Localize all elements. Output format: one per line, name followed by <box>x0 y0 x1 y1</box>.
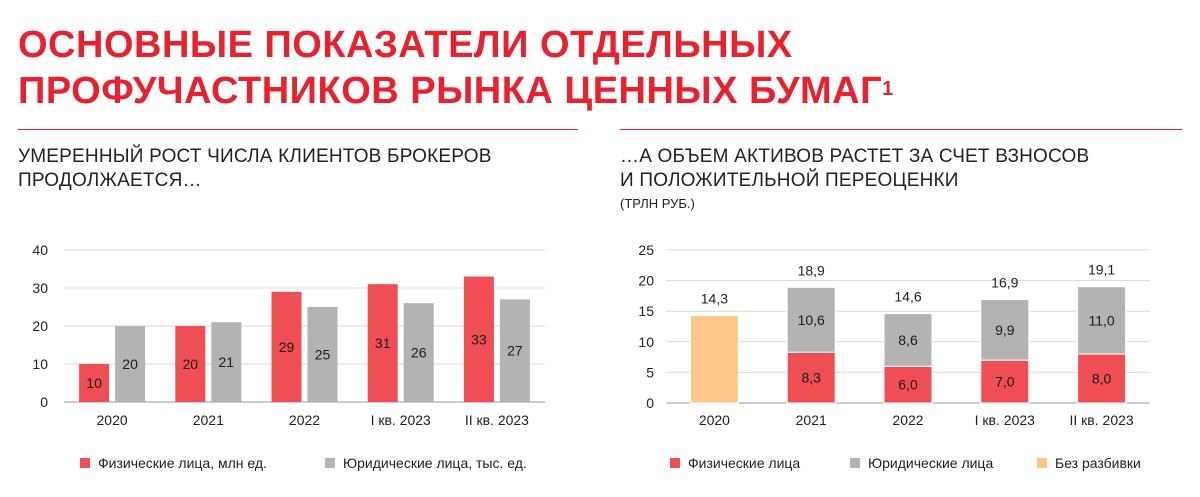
y-tick-label: 0 <box>40 394 48 410</box>
segment-data-label: 8,3 <box>801 370 821 386</box>
segment-data-label: 10,6 <box>798 312 825 328</box>
x-tick-label: 2022 <box>892 412 923 428</box>
right-subtitle: …А ОБЪЕМ АКТИВОВ РАСТЕТ ЗА СЧЕТ ВЗНОСОВ И… <box>620 145 1089 193</box>
y-tick-label: 10 <box>638 334 654 350</box>
segment-data-label: 8,0 <box>1092 371 1112 387</box>
x-tick-label: 2020 <box>97 412 128 428</box>
segment-data-label: 7,0 <box>995 374 1015 390</box>
bar-data-label: 21 <box>219 354 235 370</box>
legend-swatch-orange <box>1037 458 1047 468</box>
bar-data-label: 29 <box>279 339 295 355</box>
y-tick-label: 20 <box>32 318 48 334</box>
x-tick-label: I кв. 2023 <box>975 412 1035 428</box>
bar-data-label: 20 <box>183 356 199 372</box>
bar-data-label: 20 <box>122 356 138 372</box>
title-line-1: ОСНОВНЫЕ ПОКАЗАТЕЛИ ОТДЕЛЬНЫХ <box>18 24 793 66</box>
left-subtitle: УМЕРЕННЫЙ РОСТ ЧИСЛА КЛИЕНТОВ БРОКЕРОВ ПР… <box>18 145 492 193</box>
legend-label: Юридические лица <box>868 455 994 471</box>
left-legend-item-entities: Юридические лица, тыс. ед. <box>325 455 527 471</box>
bar-segment <box>1077 286 1127 355</box>
left-legend-item-individuals: Физические лица, млн ед. <box>80 455 267 471</box>
right-subtitle-line-2: И ПОЛОЖИТЕЛЬНОЙ ПЕРЕОЦЕНКИ <box>620 170 959 191</box>
bar-data-label: 33 <box>471 331 487 347</box>
bar <box>307 307 338 402</box>
bar-segment <box>980 299 1030 361</box>
legend-swatch-red <box>670 458 680 468</box>
title-footnote: 1 <box>882 78 894 100</box>
y-tick-label: 40 <box>32 242 48 258</box>
x-tick-label: 2021 <box>796 412 827 428</box>
right-subtitle-line-1: …А ОБЪЕМ АКТИВОВ РАСТЕТ ЗА СЧЕТ ВЗНОСОВ <box>620 146 1090 167</box>
y-tick-label: 5 <box>646 364 654 380</box>
legend-label: Физические лица <box>688 455 801 471</box>
total-data-label: 16,9 <box>991 275 1018 291</box>
total-data-label: 14,6 <box>894 289 921 305</box>
x-tick-label: II кв. 2023 <box>465 412 529 428</box>
y-tick-label: 25 <box>638 242 654 258</box>
y-tick-label: 20 <box>638 273 654 289</box>
bar-data-label: 25 <box>315 347 331 363</box>
title-line-2: ПРОФУЧАСТНИКОВ РЫНКА ЦЕННЫХ БУМАГ <box>18 70 883 112</box>
bar-data-label: 10 <box>86 375 102 391</box>
x-tick-label: 2021 <box>193 412 224 428</box>
bar-segment <box>689 314 739 404</box>
legend-swatch-gray <box>325 458 335 468</box>
total-data-label: 18,9 <box>798 262 825 278</box>
right-legend-item-unsplit: Без разбивки <box>1037 455 1141 471</box>
bar <box>115 326 146 402</box>
left-subtitle-line-2: ПРОДОЛЖАЕТСЯ… <box>18 170 202 191</box>
bar-segment <box>786 351 836 404</box>
legend-label: Физические лица, млн ед. <box>98 455 267 471</box>
y-tick-label: 10 <box>32 356 48 372</box>
legend-swatch-gray <box>850 458 860 468</box>
bar <box>211 322 242 402</box>
bar <box>499 299 530 402</box>
bar <box>367 284 398 402</box>
segment-data-label: 11,0 <box>1088 312 1114 328</box>
x-tick-label: II кв. 2023 <box>1070 412 1134 428</box>
left-subtitle-line-1: УМЕРЕННЫЙ РОСТ ЧИСЛА КЛИЕНТОВ БРОКЕРОВ <box>18 146 492 167</box>
right-divider <box>620 129 1182 130</box>
bar-segment <box>1077 353 1127 404</box>
bar <box>79 364 110 402</box>
bar-segment <box>980 359 1030 404</box>
right-legend-item-entities: Юридические лица <box>850 455 993 471</box>
right-unit-label: (ТРЛН РУБ.) <box>620 196 695 211</box>
bar <box>403 303 434 402</box>
y-tick-label: 15 <box>638 303 654 319</box>
legend-label: Без разбивки <box>1055 455 1141 471</box>
left-divider <box>18 129 578 130</box>
bar-data-label: 27 <box>507 343 523 359</box>
total-data-label: 19,1 <box>1088 262 1115 278</box>
right-legend-item-individuals: Физические лица <box>670 455 800 471</box>
bar-data-label: 26 <box>411 345 427 361</box>
segment-data-label: 6,0 <box>898 377 918 393</box>
legend-swatch-red <box>80 458 90 468</box>
bar-data-label: 31 <box>375 335 391 351</box>
bar-segment <box>786 286 836 353</box>
y-tick-label: 0 <box>646 395 654 411</box>
bar <box>271 291 302 402</box>
bar-segment <box>883 313 933 367</box>
bar-segment <box>883 365 933 404</box>
bar <box>463 276 494 402</box>
x-tick-label: I кв. 2023 <box>371 412 431 428</box>
legend-label: Юридические лица, тыс. ед. <box>343 455 527 471</box>
y-tick-label: 30 <box>32 280 48 296</box>
x-tick-label: 2022 <box>289 412 320 428</box>
segment-data-label: 8,6 <box>898 332 918 348</box>
x-tick-label: 2020 <box>699 412 730 428</box>
segment-data-label: 9,9 <box>995 322 1015 338</box>
total-data-label: 14,3 <box>701 290 728 306</box>
bar <box>175 326 206 402</box>
page-title: ОСНОВНЫЕ ПОКАЗАТЕЛИ ОТДЕЛЬНЫХ ПРОФУЧАСТНИ… <box>18 22 894 114</box>
